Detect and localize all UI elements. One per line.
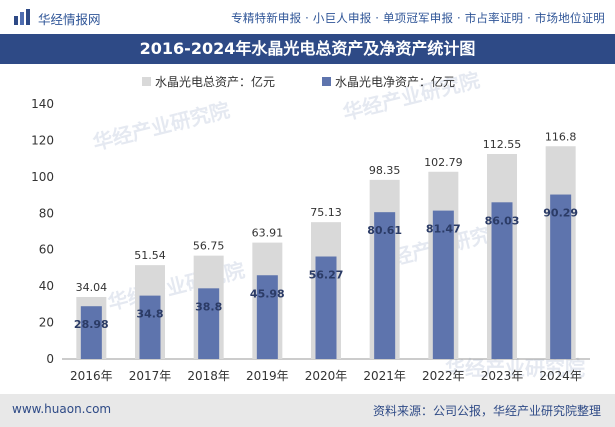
data-label-net: 38.8: [195, 300, 222, 313]
data-label-net: 45.98: [250, 287, 285, 300]
y-tick-label: 80: [39, 206, 54, 220]
legend-swatch-net: [322, 77, 331, 86]
y-tick-label: 140: [31, 97, 54, 111]
legend-swatch-total: [142, 77, 151, 86]
x-axis: 2016年 2017年 2018年 2019年 2020年 2021年 2022年 2023年…: [70, 369, 582, 383]
x-tick-label: 2022年: [422, 369, 465, 383]
top-bar: 华经情报网 专精特新申报 · 小巨人申报 · 单项冠军申报 · 市占率证明 · …: [0, 0, 615, 34]
x-tick-label: 2016年: [70, 369, 113, 383]
bar-net-assets: [139, 295, 161, 359]
website-link[interactable]: www.huaon.com: [12, 402, 112, 416]
bar-net-assets: [315, 256, 337, 359]
bar-net-assets: [491, 202, 513, 359]
data-label-net: 86.03: [485, 214, 520, 227]
chart-canvas: 华经产业研究院 华经产业研究院 华经产业研究院 华经产业研究院 华经产业研究院 …: [31, 68, 590, 383]
y-tick-label: 60: [39, 243, 54, 257]
bar-net-assets: [550, 194, 572, 359]
watermark-text: 华经产业研究院: [105, 258, 247, 315]
x-tick-label: 2018年: [187, 369, 230, 383]
footer-bar: [0, 394, 615, 427]
legend-label-net: 水晶光电净资产：亿元: [335, 74, 455, 89]
bar-net-assets: [256, 275, 278, 359]
data-label-total: 56.75: [193, 240, 225, 253]
y-tick-label: 100: [31, 170, 54, 184]
data-label-total: 75.13: [310, 206, 342, 219]
huajing-logo-icon: [14, 9, 30, 25]
x-tick-label: 2023年: [481, 369, 524, 383]
watermark-text: 华经产业研究院: [90, 98, 232, 155]
bar-net-assets: [198, 288, 220, 359]
data-label-total: 98.35: [369, 164, 401, 177]
bars-layer: 34.04 28.98 51.54 34.8 56.75 38.8 63.91 45.98 75…: [74, 130, 578, 359]
y-tick-label: 40: [39, 279, 54, 293]
x-tick-label: 2019年: [246, 369, 289, 383]
data-label-total: 34.04: [76, 281, 108, 294]
chart-title: 2016-2024年水晶光电总资产及净资产统计图: [139, 39, 476, 58]
legend-label-total: 水晶光电总资产：亿元: [155, 74, 275, 89]
source-note: 资料来源：公司公报，华经产业研究院整理: [372, 404, 601, 418]
bar-net-assets: [374, 212, 396, 359]
data-label-total: 102.79: [424, 156, 463, 169]
y-tick-label: 120: [31, 133, 54, 147]
data-label-net: 28.98: [74, 318, 109, 331]
data-label-total: 112.55: [483, 138, 522, 151]
data-label-net: 56.27: [309, 269, 344, 282]
title-banner: [0, 34, 615, 64]
data-label-net: 90.29: [543, 207, 578, 220]
legend: 水晶光电总资产：亿元 水晶光电净资产：亿元: [142, 74, 455, 89]
x-tick-label: 2024年: [539, 369, 582, 383]
bar-net-assets: [80, 306, 102, 359]
y-tick-label: 0: [46, 352, 54, 366]
data-label-net: 34.8: [136, 308, 163, 321]
watermark-text: 华经产业研究院: [445, 356, 585, 380]
x-tick-label: 2017年: [129, 369, 172, 383]
data-label-net: 81.47: [426, 223, 461, 236]
y-tick-label: 20: [39, 316, 54, 330]
data-label-total: 51.54: [134, 249, 166, 262]
data-label-total: 116.8: [545, 130, 577, 143]
brand-name: 华经情报网: [38, 12, 101, 27]
data-label-total: 63.91: [252, 227, 284, 240]
data-label-net: 80.61: [367, 224, 402, 237]
x-tick-label: 2021年: [363, 369, 406, 383]
x-tick-label: 2020年: [305, 369, 348, 383]
bar-net-assets: [432, 210, 454, 359]
services-list: 专精特新申报 · 小巨人申报 · 单项冠军申报 · 市占率证明 · 市场地位证明: [231, 11, 605, 25]
